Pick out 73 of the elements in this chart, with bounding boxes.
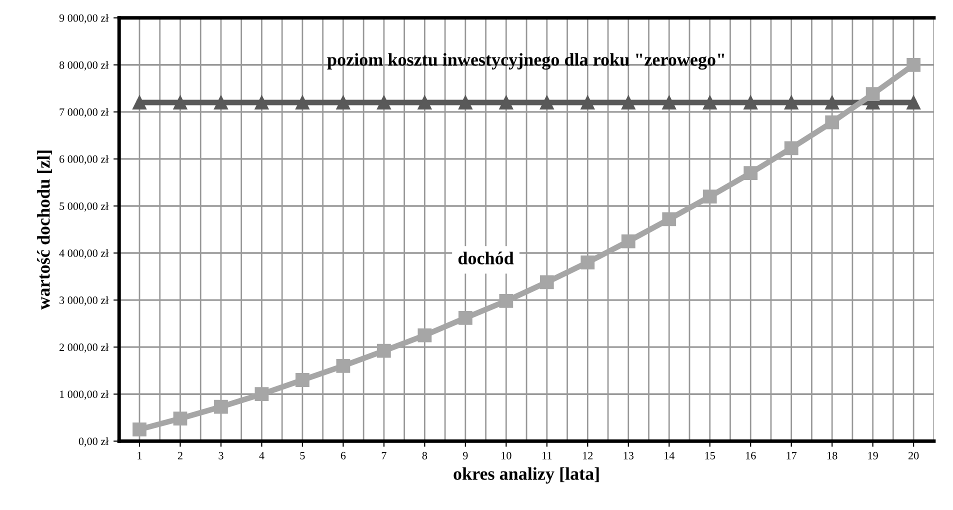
point <box>702 96 717 110</box>
x-tick-label: 19 <box>868 452 878 460</box>
y-tick-label: 4 000,00 zł <box>59 249 109 259</box>
point <box>214 400 228 414</box>
point <box>906 96 921 110</box>
x-tick-label: 5 <box>300 452 305 460</box>
x-tick-label: 7 <box>382 452 386 460</box>
point <box>540 275 554 290</box>
point <box>296 373 310 387</box>
y-tick-label: 3 000,00 zł <box>60 296 109 306</box>
point <box>744 166 758 180</box>
point <box>784 141 798 156</box>
x-axis-title: okres analizy [lata] <box>454 467 599 484</box>
x-tick-label: 1 <box>138 452 142 460</box>
point <box>580 96 595 110</box>
point <box>173 412 188 426</box>
point <box>418 328 432 342</box>
point <box>296 96 310 110</box>
point <box>132 422 146 436</box>
x-tick-label: 4 <box>259 452 264 460</box>
point <box>336 96 350 110</box>
x-tick-label: 2 <box>178 452 182 460</box>
y-tick-label: 9 000,00 zł <box>59 14 109 24</box>
point <box>376 344 391 358</box>
point <box>784 96 798 110</box>
y-tick-label: 1 000,00 zł <box>60 390 109 400</box>
point <box>376 96 391 110</box>
x-tick-label: 11 <box>542 452 552 460</box>
point <box>744 96 758 110</box>
point <box>336 358 350 373</box>
point <box>621 234 636 248</box>
point <box>662 212 676 226</box>
x-tick-label: 10 <box>502 452 512 460</box>
x-tick-label: 12 <box>583 452 593 460</box>
point <box>580 255 595 270</box>
point <box>132 96 146 110</box>
y-tick-label: 5 000,00 zł <box>60 202 109 212</box>
point <box>702 190 717 204</box>
point <box>662 96 676 110</box>
point <box>173 96 188 110</box>
x-tick-label: 14 <box>664 452 675 460</box>
y-tick-label: 0,00 zł <box>78 437 109 447</box>
point <box>825 115 840 130</box>
point <box>458 310 472 325</box>
x-tick-label: 13 <box>624 452 634 460</box>
point <box>499 294 514 308</box>
x-tick-label: 6 <box>340 452 346 460</box>
series-label: dochód <box>458 252 514 264</box>
y-tick-label: 6 000,00 zł <box>60 155 109 165</box>
point <box>866 87 880 101</box>
point <box>540 96 554 110</box>
y-tick-label: 8 000,00 zł <box>59 61 109 70</box>
point <box>254 387 269 402</box>
point <box>499 96 514 110</box>
series-label: poziom kosztu inwestycyjnego dla roku "zerowego" <box>327 53 724 70</box>
point <box>458 96 472 110</box>
x-tick-label: 17 <box>786 452 797 460</box>
x-tick-label: 18 <box>828 452 838 460</box>
point <box>621 96 636 110</box>
y-tick-label: 2 000,00 zł <box>60 343 109 353</box>
point <box>906 58 921 72</box>
x-tick-label: 8 <box>422 452 428 460</box>
x-tick-label: 15 <box>705 452 715 460</box>
x-tick-label: 9 <box>463 452 468 460</box>
y-axis-title: wartość dochodu [zl] <box>37 150 52 310</box>
y-tick-label: 7 000,00 zł <box>60 108 109 118</box>
point <box>214 96 228 110</box>
point <box>825 96 840 110</box>
x-tick-label: 16 <box>746 452 756 460</box>
point <box>418 96 432 110</box>
x-tick-label: 3 <box>218 452 224 460</box>
x-tick-label: 20 <box>908 452 919 460</box>
point <box>254 96 269 110</box>
